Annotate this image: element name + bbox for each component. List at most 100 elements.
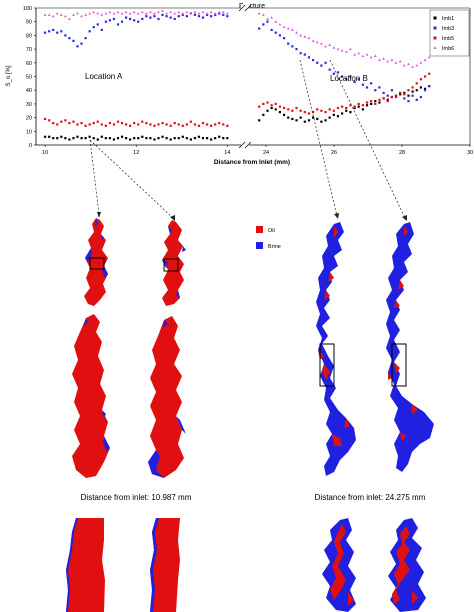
data-point xyxy=(349,111,352,114)
data-point xyxy=(108,137,112,140)
data-point xyxy=(290,28,294,31)
data-point xyxy=(390,89,393,92)
data-point xyxy=(312,116,315,119)
data-point xyxy=(303,120,306,123)
data-point xyxy=(214,137,217,140)
data-point xyxy=(394,95,398,99)
data-point xyxy=(403,97,406,100)
data-point xyxy=(48,30,51,33)
data-point xyxy=(365,104,369,107)
data-point xyxy=(149,137,152,140)
legend-marker xyxy=(433,36,437,40)
x-tick-label: 10 xyxy=(42,150,48,156)
oil-label: Oil xyxy=(268,228,275,234)
data-point xyxy=(365,101,369,104)
data-point xyxy=(258,119,261,122)
data-point xyxy=(157,10,160,14)
data-point xyxy=(262,102,265,105)
data-point xyxy=(218,121,221,125)
data-point xyxy=(307,36,311,40)
data-point xyxy=(165,123,168,126)
data-point xyxy=(345,78,348,81)
data-point xyxy=(133,137,136,140)
data-point xyxy=(44,135,47,138)
data-point xyxy=(287,42,290,45)
data-point xyxy=(382,91,385,95)
data-point xyxy=(349,104,352,107)
data-point xyxy=(84,37,87,40)
data-point xyxy=(328,116,331,119)
data-point xyxy=(92,137,95,140)
data-point xyxy=(411,90,414,93)
data-point xyxy=(307,56,311,59)
data-point xyxy=(148,10,152,14)
data-point xyxy=(189,138,192,141)
legend-label: Imb6 xyxy=(442,46,454,52)
data-point xyxy=(324,119,327,122)
data-point xyxy=(112,138,116,141)
data-point xyxy=(120,20,124,23)
data-point xyxy=(365,53,369,56)
data-point xyxy=(328,108,331,111)
data-point xyxy=(282,113,286,116)
data-point xyxy=(137,137,140,140)
data-point xyxy=(124,10,128,14)
data-point xyxy=(423,75,427,78)
data-point xyxy=(214,123,217,126)
data-point xyxy=(258,105,261,108)
data-point xyxy=(120,11,124,15)
data-point xyxy=(374,100,377,103)
data-point xyxy=(44,31,47,34)
data-point xyxy=(328,68,331,71)
data-point xyxy=(161,13,164,16)
data-point xyxy=(193,123,197,126)
data-point xyxy=(287,108,290,111)
data-point xyxy=(76,123,79,126)
data-point xyxy=(145,137,148,140)
data-point xyxy=(92,10,96,14)
data-point xyxy=(177,10,181,14)
data-point xyxy=(399,91,402,95)
brine-label: Brine xyxy=(268,244,281,250)
data-point xyxy=(52,137,55,140)
data-point xyxy=(282,106,286,110)
data-point xyxy=(278,105,282,108)
data-point xyxy=(407,100,410,103)
data-point xyxy=(270,104,273,107)
data-point xyxy=(120,121,124,125)
data-point xyxy=(307,119,311,122)
data-point xyxy=(353,53,356,56)
data-point xyxy=(141,135,144,138)
phase-legend: Oil Brine xyxy=(256,226,281,250)
data-point xyxy=(124,137,128,140)
data-point xyxy=(169,138,172,141)
y-tick-label: 100 xyxy=(23,6,32,12)
data-point xyxy=(378,101,381,104)
data-point xyxy=(262,113,265,116)
data-point xyxy=(291,117,294,121)
arrow-b2 xyxy=(329,59,406,219)
data-point xyxy=(257,11,261,15)
data-point xyxy=(353,80,356,84)
data-point xyxy=(47,13,51,16)
data-point xyxy=(157,137,160,140)
data-point xyxy=(153,15,156,18)
data-point xyxy=(104,124,107,127)
annotation-location-b: Location B xyxy=(330,74,368,83)
data-point xyxy=(282,25,286,29)
annotation-location-a: Location A xyxy=(85,72,123,81)
data-point xyxy=(221,10,225,14)
data-point xyxy=(370,82,373,85)
chart-title: Fracture xyxy=(239,3,265,10)
data-point xyxy=(173,121,176,125)
data-point xyxy=(52,28,55,32)
data-point xyxy=(378,86,381,89)
data-point xyxy=(153,124,156,127)
data-point xyxy=(197,124,201,127)
data-point xyxy=(262,23,265,26)
data-point xyxy=(319,42,323,45)
data-point xyxy=(403,93,406,96)
data-point xyxy=(157,123,160,126)
data-point xyxy=(205,11,209,15)
data-point xyxy=(145,121,148,125)
